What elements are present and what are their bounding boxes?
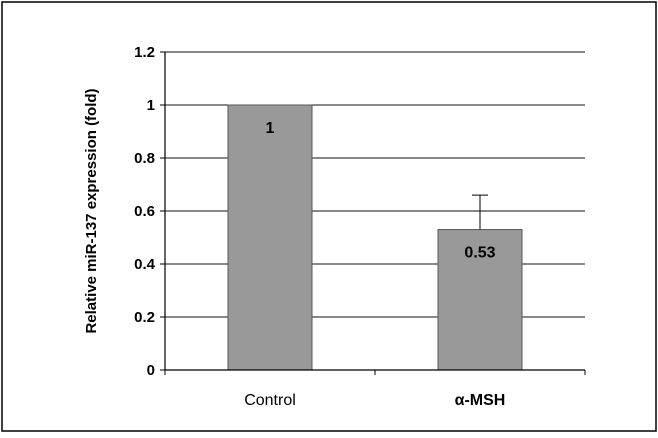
- x-tick-label: Control: [244, 392, 296, 409]
- y-tick-label: 0.2: [134, 309, 155, 326]
- y-tick-label: 0.4: [134, 256, 156, 273]
- labels: 0 0.2 0.4 0.6 0.8 1 1.2 1 Control 0.53 α-MSH: [134, 44, 505, 409]
- bar-1: [227, 104, 313, 371]
- axes: [160, 51, 586, 375]
- x-tick-label: α-MSH: [455, 392, 506, 409]
- y-axis-title: Relative miR-137 expression (fold): [83, 88, 100, 333]
- y-tick-label: 0.8: [134, 150, 155, 167]
- data-label: 0.53: [464, 245, 495, 262]
- bars: [227, 104, 523, 371]
- y-tick-label: 0: [147, 362, 155, 379]
- bar-2: [437, 229, 523, 371]
- y-tick-label: 0.6: [134, 203, 155, 220]
- y-tick-label: 1.2: [134, 44, 155, 61]
- y-tick-label: 1: [147, 97, 155, 114]
- data-label: 1: [266, 120, 275, 137]
